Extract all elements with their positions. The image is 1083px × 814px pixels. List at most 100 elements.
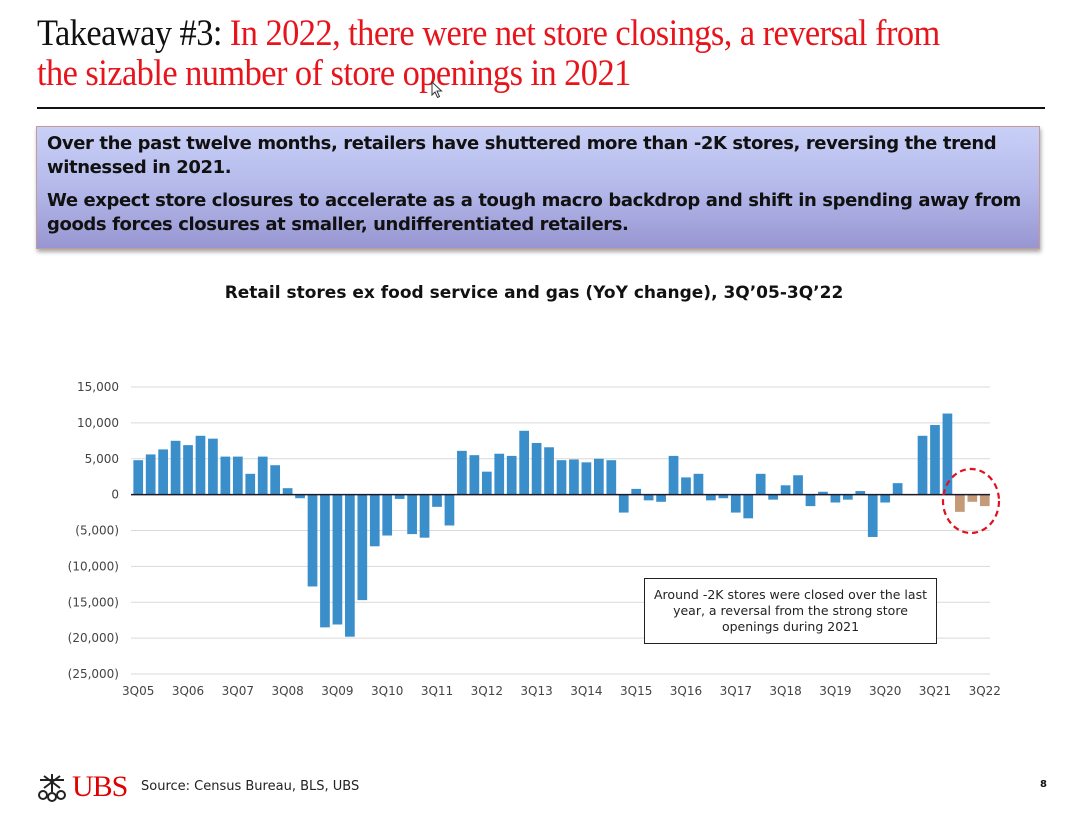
bar xyxy=(618,494,629,513)
y-tick-label: (5,000) xyxy=(75,524,119,538)
bar xyxy=(457,450,467,495)
bar xyxy=(208,438,218,495)
y-tick-label: (25,000) xyxy=(68,667,119,681)
bar xyxy=(394,494,405,499)
slide-title: Takeaway #3: In 2022, there were net sto… xyxy=(37,14,976,94)
bar xyxy=(544,447,554,495)
bar xyxy=(967,494,978,502)
bar xyxy=(232,456,243,495)
x-tick-label: 3Q21 xyxy=(919,684,951,698)
bar xyxy=(444,494,455,526)
x-tick-label: 3Q14 xyxy=(570,684,602,698)
x-tick-label: 3Q08 xyxy=(271,684,303,698)
x-tick-label: 3Q15 xyxy=(620,684,652,698)
bar xyxy=(780,485,791,495)
bar xyxy=(706,494,716,501)
x-tick-label: 3Q17 xyxy=(720,684,752,698)
x-tick-label: 3Q09 xyxy=(321,684,353,698)
bar xyxy=(917,435,928,495)
bar xyxy=(369,494,380,547)
y-tick-label: 10,000 xyxy=(77,416,119,430)
bar xyxy=(892,483,903,495)
slide-title-headline: In 2022, there were net store closings, … xyxy=(37,13,940,94)
bar xyxy=(170,440,181,495)
y-tick-label: 5,000 xyxy=(85,452,119,466)
bar xyxy=(730,494,741,513)
bar xyxy=(419,494,430,538)
bar xyxy=(556,460,567,495)
bar xyxy=(481,471,492,495)
bar xyxy=(257,456,268,495)
bar xyxy=(805,494,816,507)
ubs-keys-icon xyxy=(38,774,66,802)
bar xyxy=(432,494,442,507)
bar xyxy=(195,435,206,495)
bar xyxy=(755,473,766,495)
mouse-cursor-icon xyxy=(431,80,443,103)
x-tick-label: 3Q19 xyxy=(819,684,851,698)
y-tick-label: 0 xyxy=(111,488,119,502)
bar xyxy=(668,455,679,495)
x-tick-label: 3Q06 xyxy=(172,684,204,698)
bar xyxy=(979,494,990,507)
x-tick-label: 3Q05 xyxy=(122,684,154,698)
bar xyxy=(282,488,293,495)
bar xyxy=(145,454,156,495)
bar xyxy=(743,494,754,519)
bar xyxy=(183,445,193,495)
bar xyxy=(407,494,417,535)
bar xyxy=(842,494,853,500)
chart-title: Retail stores ex food service and gas (Y… xyxy=(224,283,844,303)
bar xyxy=(494,453,505,495)
key-points-callout: Over the past twelve months, retailers h… xyxy=(36,126,1040,249)
page-number: 8 xyxy=(1040,779,1047,790)
bar xyxy=(768,494,778,500)
bar xyxy=(519,430,530,495)
bar xyxy=(855,491,866,495)
bar xyxy=(357,494,368,601)
bar xyxy=(880,494,891,503)
bar xyxy=(656,494,666,502)
bar xyxy=(942,413,953,495)
bar xyxy=(332,494,343,625)
bar xyxy=(867,494,878,537)
y-tick-label: 15,000 xyxy=(77,380,119,394)
slide-title-lead: Takeaway #3: xyxy=(37,13,230,54)
ubs-logo: UBS xyxy=(36,770,128,804)
y-tick-label: (20,000) xyxy=(68,631,119,645)
bar xyxy=(593,458,604,495)
bar xyxy=(382,494,393,536)
bar xyxy=(581,462,592,495)
x-tick-label: 3Q12 xyxy=(471,684,503,698)
bar xyxy=(506,455,517,495)
x-tick-label: 3Q10 xyxy=(371,684,403,698)
x-tick-label: 3Q07 xyxy=(222,684,254,698)
source-note: Source: Census Bureau, BLS, UBS xyxy=(141,779,360,794)
bar xyxy=(693,473,704,495)
bar xyxy=(345,494,355,637)
x-tick-label: 3Q18 xyxy=(769,684,801,698)
key-point-2: We expect store closures to accelerate a… xyxy=(47,190,1021,235)
bar xyxy=(955,494,965,512)
bar xyxy=(606,460,617,495)
bar xyxy=(245,473,256,495)
x-tick-label: 3Q16 xyxy=(670,684,702,698)
bar xyxy=(469,455,480,495)
bar xyxy=(531,442,542,495)
bar xyxy=(793,475,803,495)
ubs-logo-text: UBS xyxy=(72,770,128,803)
bar xyxy=(307,494,318,587)
key-point-1: Over the past twelve months, retailers h… xyxy=(47,133,997,178)
bar xyxy=(270,465,281,495)
bar xyxy=(930,425,940,495)
y-tick-label: (15,000) xyxy=(68,595,119,609)
bar xyxy=(320,494,330,628)
title-divider xyxy=(37,107,1045,109)
bar xyxy=(133,460,144,495)
bar-chart: 15,000 10,000 5,000 0 (5,000) (10,000) (15,000… xyxy=(68,380,1001,698)
bar xyxy=(830,494,841,503)
x-tick-label: 3Q11 xyxy=(421,684,453,698)
chart-annotation: Around -2K stores were closed over the l… xyxy=(644,578,937,644)
bar xyxy=(681,477,691,495)
bar xyxy=(220,456,231,495)
